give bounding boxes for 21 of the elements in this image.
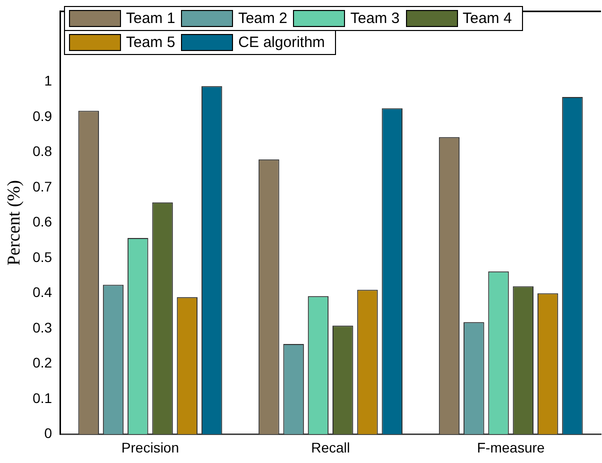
y-tick-label: 0.1 — [32, 390, 52, 406]
y-tick-label: 0.9 — [32, 108, 52, 124]
legend-label: Team 4 — [462, 10, 512, 27]
legend-label: Team 5 — [126, 34, 176, 51]
legend-label: CE algorithm — [238, 34, 325, 51]
y-tick-label: 0.7 — [32, 178, 52, 194]
x-tick-label: Recall — [311, 439, 350, 456]
y-tick-label: 1 — [44, 72, 52, 89]
y-tick-label: 0.3 — [32, 319, 52, 336]
y-tick-label: 0.2 — [32, 354, 52, 371]
legend-label: Team 3 — [350, 10, 400, 27]
y-tick-label: 0.8 — [32, 143, 52, 160]
x-tick-label: F-measure — [477, 439, 545, 456]
y-tick-label: 0 — [44, 425, 52, 442]
x-tick-label: Precision — [121, 439, 180, 456]
y-tick-label: 0.6 — [32, 214, 52, 230]
y-tick-label: 0.5 — [32, 248, 52, 265]
legend-label: Team 2 — [238, 10, 288, 27]
y-tick-label: 0.4 — [32, 284, 52, 300]
legend-label: Team 1 — [126, 10, 176, 27]
y-axis-title: Percent (%) — [4, 180, 24, 266]
